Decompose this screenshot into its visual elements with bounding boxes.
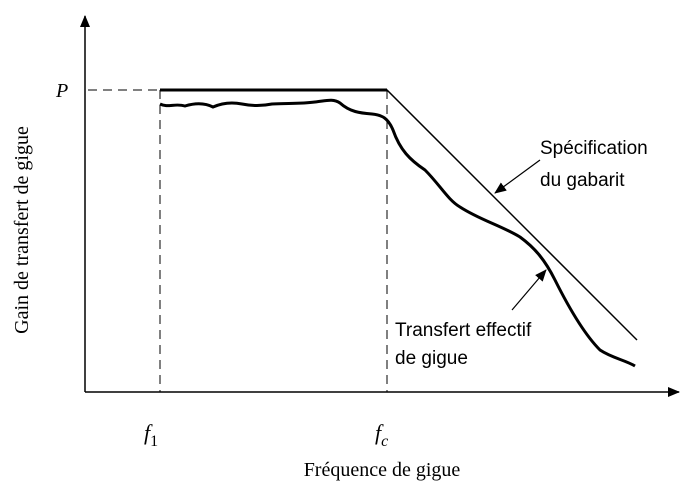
- spec-arrow: [494, 159, 541, 194]
- effective-arrow: [511, 269, 547, 311]
- effective-curve: [159, 98, 636, 368]
- fc-label: fc: [375, 420, 388, 450]
- spec-label: Spécification: [540, 138, 648, 159]
- f1-label: f1: [144, 420, 158, 450]
- spec-label: du gabarit: [540, 170, 625, 191]
- x-axis-label: Fréquence de gigue: [304, 459, 461, 481]
- effective-label: de gigue: [395, 348, 468, 369]
- effective-label: Transfert effectif: [395, 320, 532, 341]
- p-label: P: [55, 80, 68, 102]
- y-axis-label: Gain de transfert de gigue: [11, 126, 33, 334]
